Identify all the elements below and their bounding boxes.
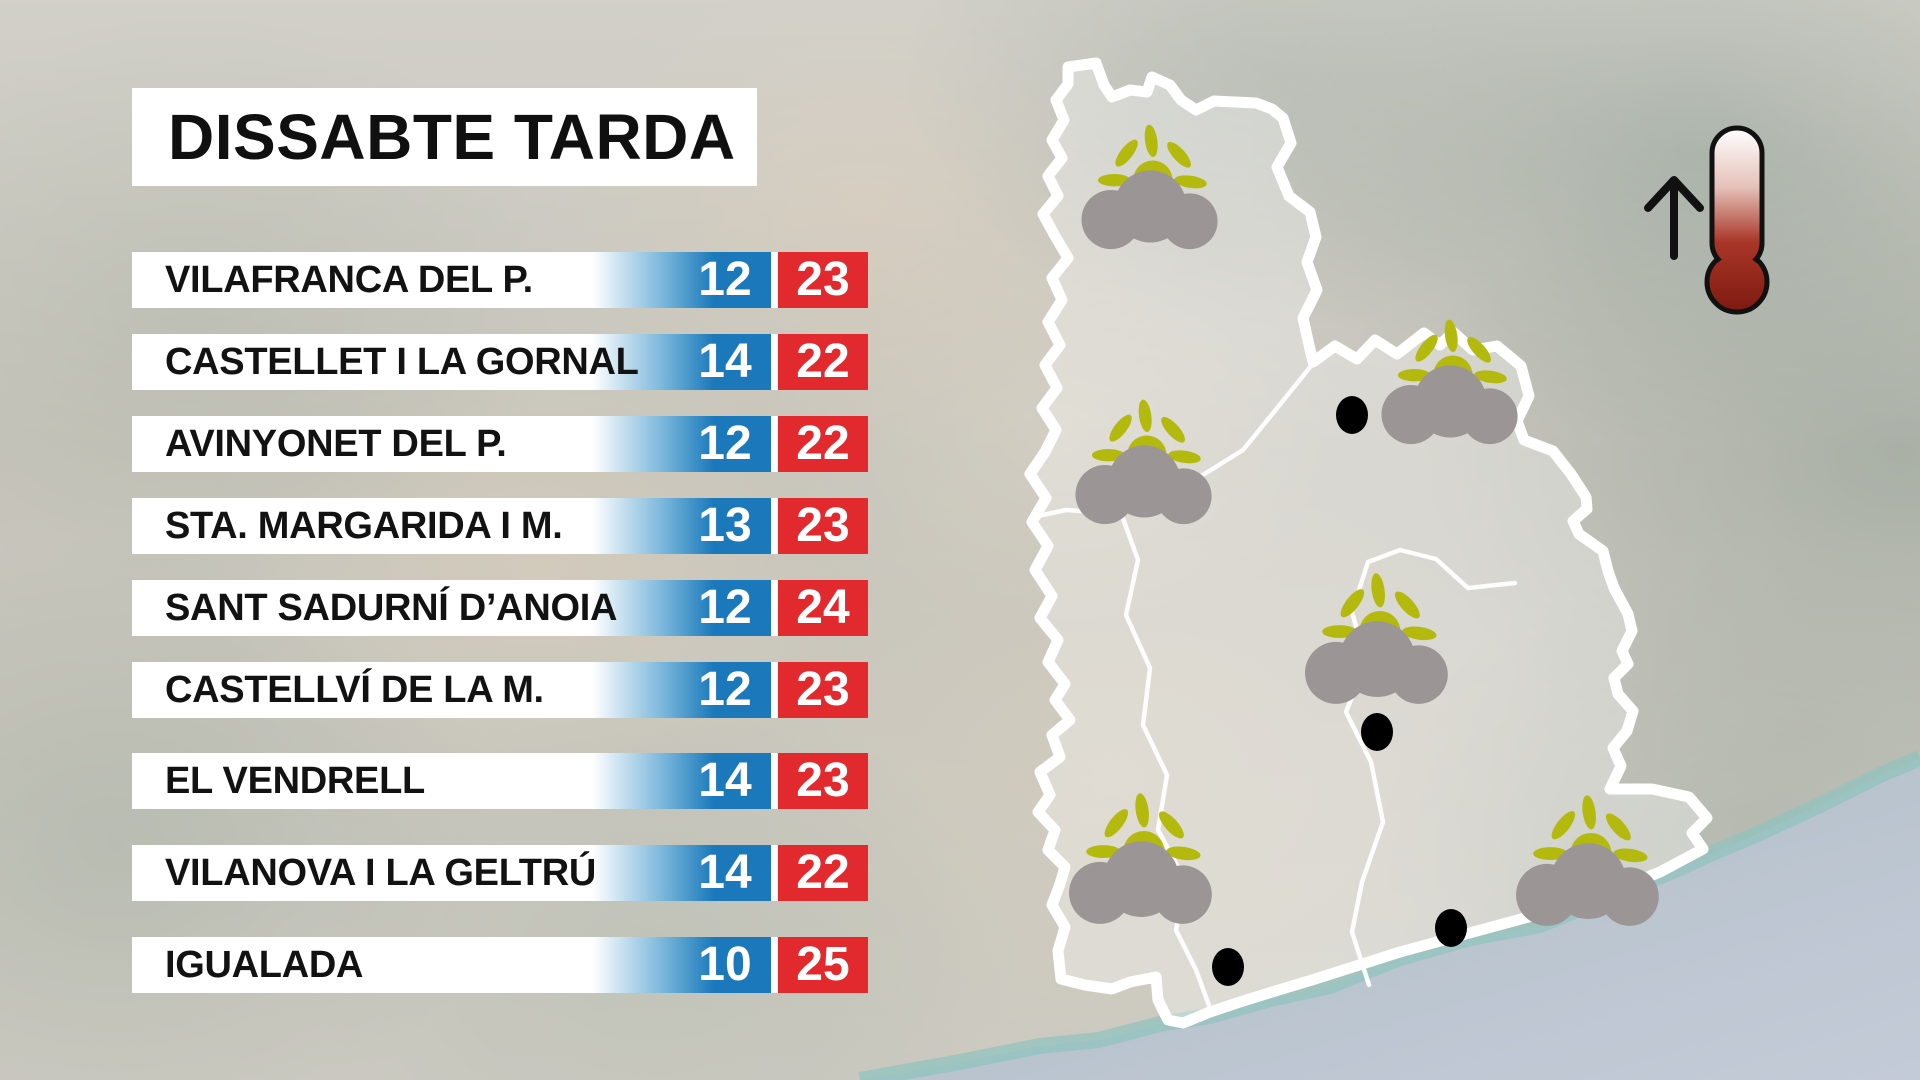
comarca-boundary-west (1117, 507, 1213, 1011)
max-temp: 23 (778, 252, 868, 308)
divider (771, 252, 778, 308)
max-temp: 24 (778, 580, 868, 636)
max-temp: 23 (778, 753, 868, 809)
location-bar: STA. MARGARIDA I M. 13 (132, 498, 771, 554)
up-arrow-icon (1644, 176, 1704, 260)
max-temp: 25 (778, 937, 868, 993)
divider (771, 937, 778, 993)
forecast-row: STA. MARGARIDA I M. 13 23 (132, 498, 868, 554)
location-name: SANT SADURNÍ D’ANOIA (165, 586, 618, 629)
location-name: VILAFRANCA DEL P. (165, 258, 533, 301)
max-temp: 23 (778, 498, 868, 554)
divider (771, 580, 778, 636)
divider (771, 845, 778, 901)
location-name: VILANOVA I LA GELTRÚ (165, 851, 596, 894)
location-bar: VILANOVA I LA GELTRÚ 14 (132, 845, 771, 901)
forecast-row: EL VENDRELL 14 23 (132, 753, 868, 809)
location-name: IGUALADA (165, 943, 364, 986)
location-bar: VILAFRANCA DEL P. 12 (132, 252, 771, 308)
location-name: CASTELLVÍ DE LA M. (165, 668, 544, 711)
min-temp: 14 (698, 335, 752, 388)
max-temp: 22 (778, 845, 868, 901)
divider (771, 416, 778, 472)
min-temp: 12 (698, 253, 752, 306)
max-temp: 22 (778, 334, 868, 390)
location-bar: CASTELLET I LA GORNAL 14 (132, 334, 771, 390)
town-dot (1361, 713, 1393, 751)
location-bar: EL VENDRELL 14 (132, 753, 771, 809)
location-bar: IGUALADA 10 (132, 937, 771, 993)
page-title: DISSABTE TARDA (168, 101, 736, 173)
min-temp: 14 (698, 754, 752, 807)
forecast-row: CASTELLET I LA GORNAL 14 22 (132, 334, 868, 390)
town-dot (1435, 909, 1467, 947)
min-temp: 12 (698, 663, 752, 716)
min-temp: 10 (698, 938, 752, 991)
title-box: DISSABTE TARDA (132, 88, 757, 186)
town-dot (1212, 948, 1244, 986)
min-temp: 12 (698, 417, 752, 470)
forecast-row: IGUALADA 10 25 (132, 937, 868, 993)
region-outline (1024, 57, 1713, 1029)
min-temp: 12 (698, 581, 752, 634)
location-name: STA. MARGARIDA I M. (165, 504, 563, 547)
forecast-row: AVINYONET DEL P. 12 22 (132, 416, 868, 472)
divider (771, 662, 778, 718)
location-name: AVINYONET DEL P. (165, 422, 507, 465)
forecast-row: SANT SADURNÍ D’ANOIA 12 24 (132, 580, 868, 636)
town-dot (1336, 396, 1368, 434)
thermometer-icon (1704, 125, 1770, 315)
location-bar: CASTELLVÍ DE LA M. 12 (132, 662, 771, 718)
divider (771, 753, 778, 809)
divider (771, 498, 778, 554)
divider (771, 334, 778, 390)
forecast-row: VILANOVA I LA GELTRÚ 14 22 (132, 845, 868, 901)
location-bar: AVINYONET DEL P. 12 (132, 416, 771, 472)
forecast-row: VILAFRANCA DEL P. 12 23 (132, 252, 868, 308)
location-name: CASTELLET I LA GORNAL (165, 340, 639, 383)
max-temp: 23 (778, 662, 868, 718)
min-temp: 13 (698, 499, 752, 552)
forecast-row: CASTELLVÍ DE LA M. 12 23 (132, 662, 868, 718)
min-temp: 14 (698, 846, 752, 899)
location-name: EL VENDRELL (165, 759, 425, 802)
location-bar: SANT SADURNÍ D’ANOIA 12 (132, 580, 771, 636)
max-temp: 22 (778, 416, 868, 472)
sea (860, 758, 1920, 1080)
